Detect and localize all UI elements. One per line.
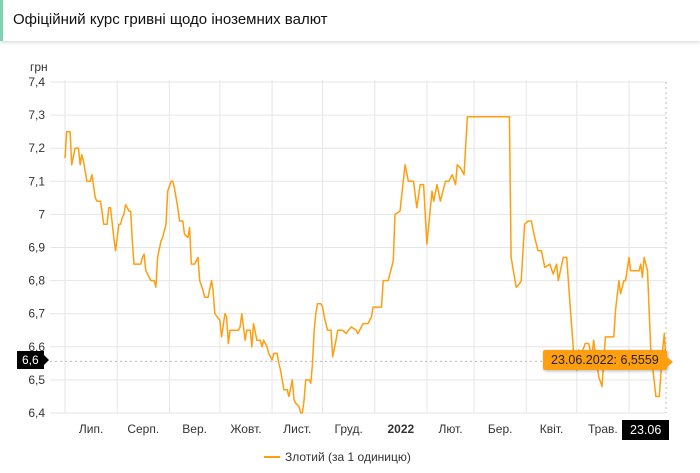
y-tick-label: 7,1 bbox=[28, 174, 45, 188]
y-axis-unit: грн bbox=[30, 60, 48, 74]
series-line bbox=[64, 116, 667, 414]
page-title: Офіційний курс гривні щодо іноземних вал… bbox=[13, 11, 328, 28]
x-tick-label: Груд. bbox=[335, 422, 363, 436]
y-tick-label: 6,5 bbox=[28, 373, 45, 387]
tooltip: 23.06.2022: 6,5559 bbox=[543, 350, 673, 370]
x-tick-label: 2022 bbox=[388, 422, 415, 436]
legend-line-swatch bbox=[264, 456, 280, 458]
x-tick-label: Лист. bbox=[283, 422, 311, 436]
y-tick-label: 6,7 bbox=[28, 307, 45, 321]
x-tick-label: Жовт. bbox=[230, 422, 261, 436]
x-tick-label: Лют. bbox=[438, 422, 462, 436]
y-tick-label: 7,4 bbox=[28, 75, 45, 89]
legend-item[interactable]: Злотий (за 1 одиницю) bbox=[264, 450, 411, 464]
y-tick-label: 6,4 bbox=[28, 406, 45, 420]
y-tick-label: 6,6 bbox=[28, 340, 45, 354]
y-tick-label: 6,8 bbox=[28, 274, 45, 288]
page-header: Офіційний курс гривні щодо іноземних вал… bbox=[0, 0, 700, 41]
x-tick-label: Серп. bbox=[127, 422, 159, 436]
x-tick-label: Трав. bbox=[588, 422, 618, 436]
y-tick-label: 7,2 bbox=[28, 141, 45, 155]
legend-label: Злотий (за 1 одиницю) bbox=[285, 450, 411, 464]
y-tick-label: 7 bbox=[38, 207, 45, 221]
y-tick-label: 7,3 bbox=[28, 108, 45, 122]
x-tick-label: Вер. bbox=[182, 422, 207, 436]
x-tick-label: Лип. bbox=[79, 422, 103, 436]
x-tick-label: Бер. bbox=[488, 422, 513, 436]
y-tick-label: 6,9 bbox=[28, 241, 45, 255]
x-tick-label: Квіт. bbox=[540, 422, 564, 436]
crosshair-x-label: 23.06 bbox=[622, 420, 670, 440]
crosshair-y-label: 6,6 bbox=[17, 351, 49, 369]
